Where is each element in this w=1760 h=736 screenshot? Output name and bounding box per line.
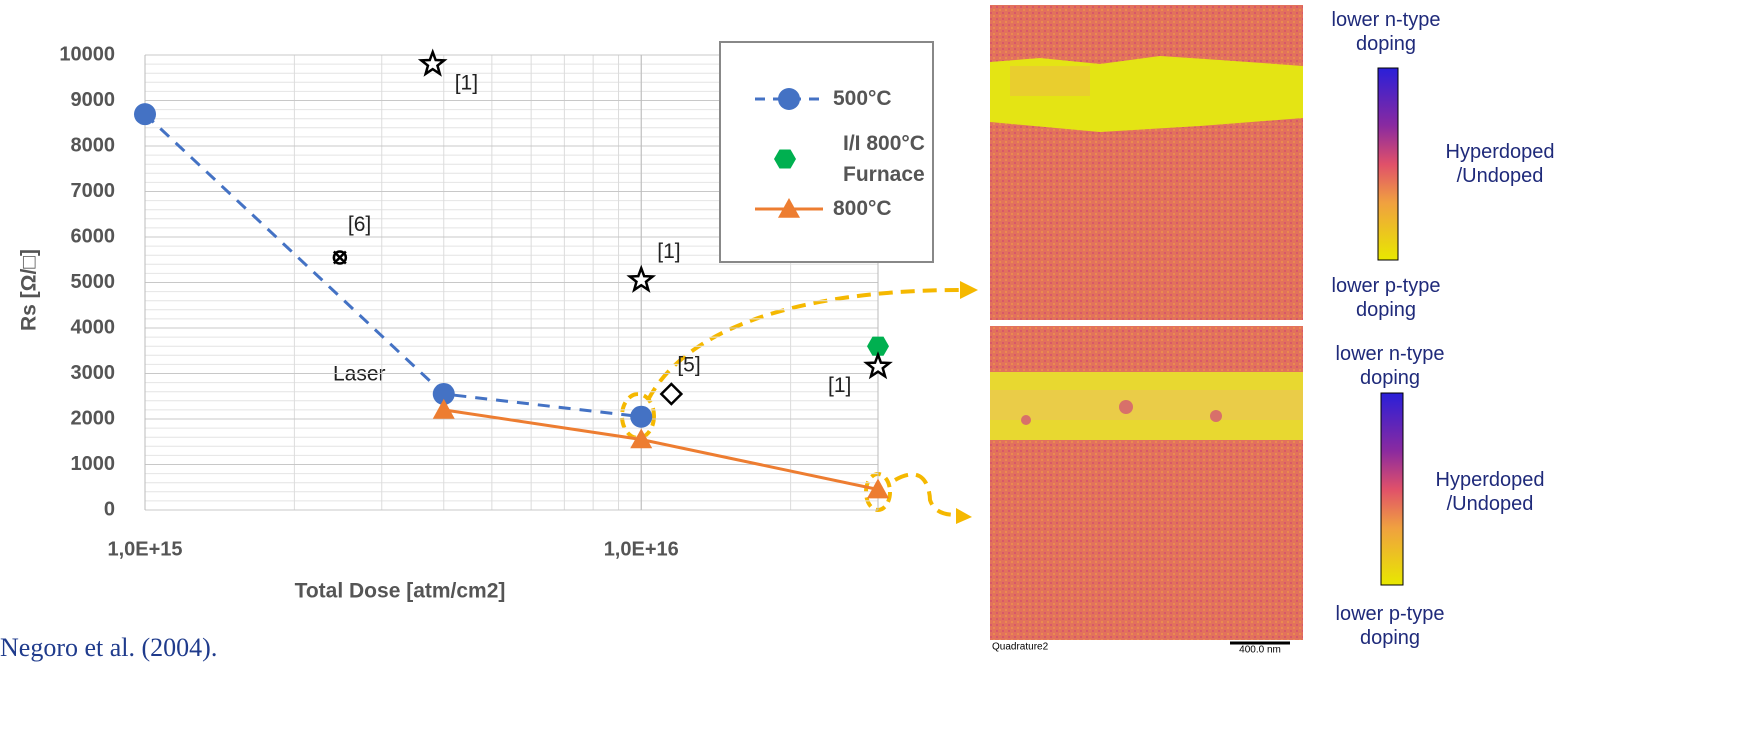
image-caption: Quadrature2 [992, 642, 1049, 653]
y-tick-label: 4000 [71, 316, 116, 338]
colorbar-label: lower n-type doping [1320, 342, 1460, 390]
x-axis-title: Total Dose [atm/cm2] [295, 580, 506, 603]
legend-entry: 500°C [751, 83, 933, 114]
legend-swatch [761, 144, 837, 174]
y-tick-label: 2000 [71, 407, 116, 429]
legend-label: 500°C [833, 83, 933, 114]
legend-swatch [751, 84, 827, 114]
series-line [444, 410, 878, 490]
x-tick-label: 1,0E+16 [604, 538, 679, 560]
marker [774, 149, 796, 168]
reference-label: [6] [348, 213, 371, 236]
colorbar-label: lower p-type doping [1316, 274, 1456, 322]
marker [630, 406, 652, 428]
arrow-head [960, 281, 978, 299]
legend-entry: I/I 800°C Furnace [761, 128, 943, 190]
scale-bar-label: 400.0 nm [1239, 645, 1281, 656]
legend-entry: 800°C [751, 193, 933, 224]
marker [630, 268, 653, 290]
y-tick-label: 0 [104, 498, 115, 520]
y-tick-label: 10000 [59, 43, 115, 65]
marker [433, 399, 455, 419]
y-tick-label: 8000 [71, 134, 116, 156]
y-tick-label: 1000 [71, 453, 116, 475]
y-tick-label: 6000 [71, 225, 116, 247]
y-tick-label: 3000 [71, 362, 116, 384]
reference-label: [1] [455, 72, 478, 95]
marker [134, 103, 156, 125]
caption: Negoro et al. (2004). [0, 633, 217, 663]
colorbar-label: Hyperdoped /Undoped [1420, 468, 1560, 516]
legend-label: I/I 800°C Furnace [843, 128, 943, 190]
series-line [145, 114, 641, 417]
y-tick-label: 5000 [71, 271, 116, 293]
arrow-head [956, 508, 972, 524]
colorbar [1381, 393, 1403, 585]
legend-swatch [751, 194, 827, 224]
colorbar-label: lower n-type doping [1316, 8, 1456, 56]
reference-label: [5] [677, 354, 700, 377]
micrograph-top [990, 5, 1303, 320]
y-axis-title: Rs [Ω/□] [18, 249, 41, 331]
annotation: Laser [333, 363, 386, 386]
reference-label: [1] [657, 240, 680, 263]
colorbar [1378, 68, 1398, 260]
reference-label: [1] [828, 374, 851, 397]
figure: Quadrature2 400.0 nm Laser Total Dose [a… [0, 0, 1760, 736]
x-tick-label: 1,0E+15 [107, 538, 182, 560]
y-tick-label: 9000 [71, 89, 116, 111]
micrograph-bottom [990, 326, 1303, 652]
marker [334, 251, 346, 263]
colorbar-label: lower p-type doping [1320, 602, 1460, 650]
legend-label: 800°C [833, 193, 933, 224]
y-tick-label: 7000 [71, 180, 116, 202]
colorbar-label: Hyperdoped /Undoped [1430, 140, 1570, 188]
marker [778, 88, 800, 110]
